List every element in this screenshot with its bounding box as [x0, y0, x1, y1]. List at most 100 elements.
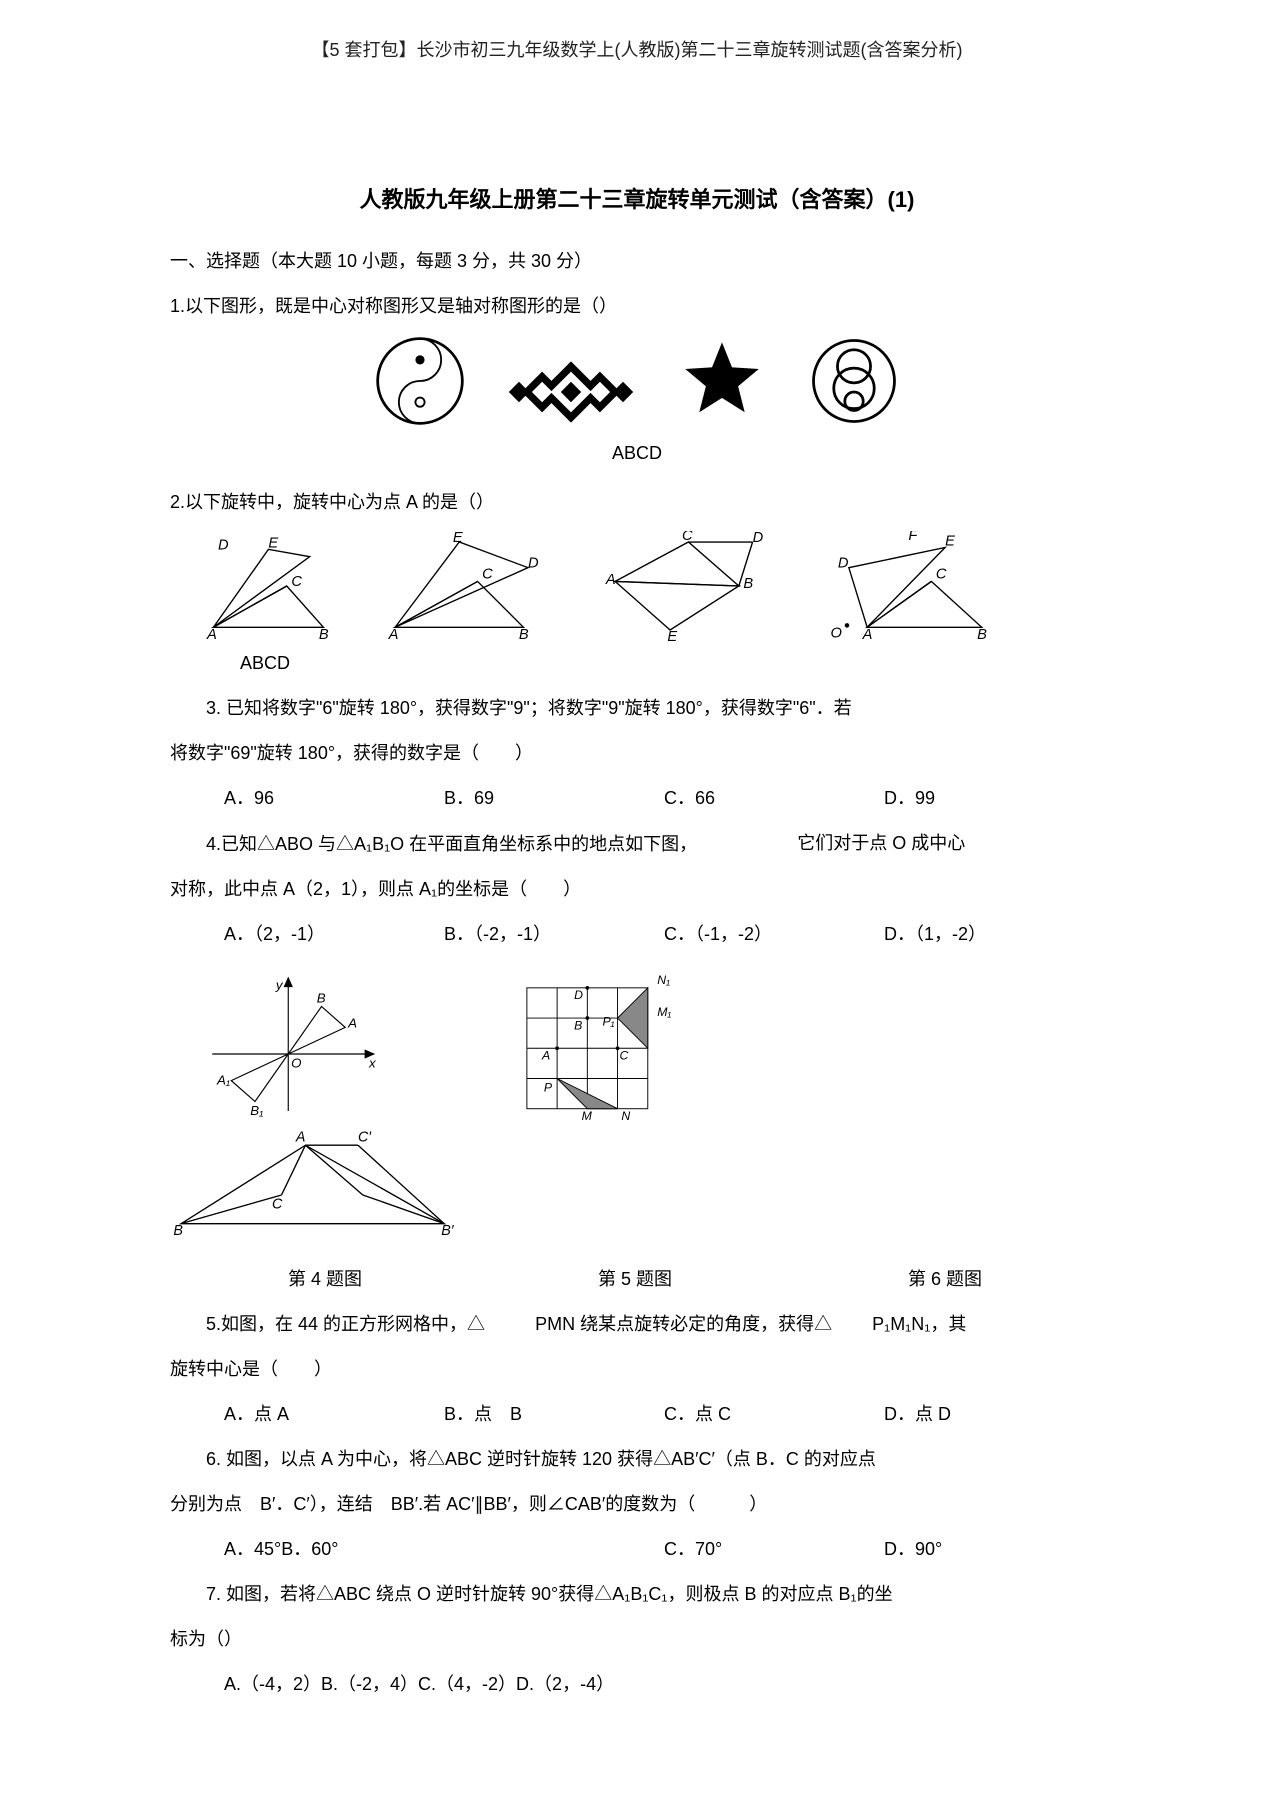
q4-options: A．（2，-1） B．（-2，-1） C．（-1，-2） D．（1，-2）	[224, 912, 1104, 957]
q456-captions: 第 4 题图 第 5 题图 第 6 题图	[170, 1257, 1104, 1302]
cap-q4: 第 4 题图	[170, 1257, 480, 1302]
q6-opt-d: D．90°	[884, 1527, 1104, 1572]
svg-text:C: C	[682, 531, 693, 544]
svg-text:C′: C′	[358, 1129, 372, 1145]
q3-opt-a: A．96	[224, 776, 444, 821]
svg-text:A: A	[541, 1048, 550, 1062]
svg-text:F: F	[908, 531, 918, 544]
q4-figure: y x O A B A₁ B₁	[198, 967, 388, 1122]
svg-text:D: D	[218, 537, 229, 553]
q1-abcd: ABCD	[170, 431, 1104, 476]
page-title: 人教版九年级上册第二十三章旋转单元测试（含答案）(1)	[170, 172, 1104, 227]
q6-opt-c: C．70°	[664, 1527, 884, 1572]
svg-text:A: A	[605, 572, 616, 588]
svg-text:B: B	[977, 627, 987, 641]
svg-text:B′: B′	[441, 1223, 455, 1238]
svg-text:B: B	[173, 1223, 183, 1238]
cap-q6: 第 6 题图	[790, 1257, 1100, 1302]
svg-text:D: D	[574, 988, 583, 1002]
svg-text:N₁: N₁	[657, 973, 670, 987]
q4-line1-left: 4.已知△ABO 与△A₁B₁O 在平面直角坐标系中的地点如下图，	[170, 822, 697, 867]
q3-opt-d: D．99	[884, 776, 1104, 821]
svg-text:x: x	[368, 1055, 377, 1070]
content-body: 人教版九年级上册第二十三章旋转单元测试（含答案）(1) 一、选择题（本大题 10…	[170, 172, 1104, 1707]
svg-text:A: A	[295, 1129, 306, 1145]
svg-text:C: C	[291, 574, 302, 590]
q3-opt-c: C．66	[664, 776, 884, 821]
svg-text:N: N	[621, 1109, 630, 1122]
q3-line2: 将数字"69"旋转 180°，获得的数字是（ ）	[170, 731, 1104, 776]
q4-opt-a: A．（2，-1）	[224, 912, 444, 957]
flower-icon	[676, 335, 768, 427]
svg-text:B: B	[574, 1018, 582, 1032]
svg-text:M: M	[582, 1109, 593, 1122]
q4-line2: 对称，此中点 A（2，1），则点 A₁的坐标是（ ）	[170, 867, 1104, 912]
svg-text:A: A	[206, 627, 217, 641]
q7-line1: 7. 如图，若将△ABC 绕点 O 逆时针旋转 90°获得△A₁B₁C₁，则极点…	[170, 1572, 1104, 1617]
q2-text: 2.以下旋转中，旋转中心为点 A 的是（）	[170, 480, 1104, 525]
q4-opt-c: C．（-1，-2）	[664, 912, 884, 957]
svg-text:B: B	[317, 990, 326, 1005]
section-a-heading: 一、选择题（本大题 10 小题，每题 3 分，共 30 分）	[170, 239, 1104, 284]
q1-text: 1.以下图形，既是中心对称图形又是轴对称图形的是（）	[170, 284, 1104, 329]
q5-line1-mid: PMN 绕某点旋转必定的角度，获得△	[535, 1314, 832, 1334]
page-header: 【5 套打包】长沙市初三九年级数学上(人教版)第二十三章旋转测试题(含答案分析)	[0, 0, 1274, 62]
q4-line1-right: 它们对于点 O 成中心	[797, 833, 965, 853]
q6-line1: 6. 如图，以点 A 为中心，将△ABC 逆时针旋转 120 获得△AB′C′（…	[170, 1437, 1104, 1482]
q2-fig-d: A B C D E F O	[818, 531, 1008, 641]
q1-figures	[170, 335, 1104, 427]
rings-icon	[808, 335, 900, 427]
q2-abcd: ABCD	[240, 641, 1104, 686]
q7-opts: A.（-4，2）B.（-2，4）C.（4，-2）D.（2，-4）	[170, 1662, 1104, 1707]
svg-text:D: D	[838, 556, 849, 572]
svg-text:P: P	[544, 1080, 553, 1094]
q5-opt-b: B．点 B	[444, 1392, 664, 1437]
q7-line2: 标为（）	[170, 1617, 1104, 1662]
q4-opt-b: B．（-2，-1）	[444, 912, 664, 957]
svg-text:B: B	[519, 627, 529, 641]
q5-line1: 5.如图，在 44 的正方形网格中，△ PMN 绕某点旋转必定的角度，获得△ P…	[170, 1302, 1104, 1347]
svg-text:O: O	[291, 1055, 301, 1070]
q456-figures-row1: y x O A B A₁ B₁	[198, 967, 1104, 1122]
q2-fig-b: A B C D E	[378, 531, 568, 641]
svg-text:A: A	[388, 627, 399, 641]
svg-text:E: E	[667, 629, 677, 641]
svg-text:M₁: M₁	[657, 1005, 671, 1019]
q6-figure: B A C C′ B′	[170, 1128, 460, 1238]
q5-opt-a: A．点 A	[224, 1392, 444, 1437]
svg-text:B: B	[319, 627, 329, 641]
q5-opt-c: C．点 C	[664, 1392, 884, 1437]
q5-opt-d: D．点 D	[884, 1392, 1104, 1437]
q6-opt-a: A．45°B．60°	[224, 1527, 444, 1572]
svg-text:C: C	[936, 567, 947, 583]
knot-icon	[506, 357, 636, 427]
q5-line1-right: P₁M₁N₁，其	[872, 1314, 966, 1334]
svg-text:C: C	[619, 1048, 628, 1062]
svg-text:E: E	[268, 536, 278, 552]
q3-options: A．96 B．69 C．66 D．99	[224, 776, 1104, 821]
svg-text:B: B	[743, 576, 753, 592]
q2-fig-c: A B C D E	[598, 531, 788, 641]
q6-options: A．45°B．60° C．70° D．90°	[224, 1527, 1104, 1572]
svg-text:O: O	[831, 625, 842, 641]
cap-q5: 第 5 题图	[480, 1257, 790, 1302]
svg-text:A: A	[347, 1015, 357, 1030]
svg-text:A₁: A₁	[216, 1072, 230, 1087]
svg-text:y: y	[275, 977, 284, 992]
svg-text:C: C	[272, 1196, 283, 1212]
svg-text:B₁: B₁	[250, 1103, 263, 1118]
q6-figure-wrap: B A C C′ B′	[170, 1128, 1104, 1255]
q6-opt-b	[444, 1527, 664, 1572]
svg-text:E: E	[945, 534, 955, 550]
q2-figures: A B C D E A B C D E	[198, 531, 1104, 641]
yinyang-icon	[374, 335, 466, 427]
q5-line2: 旋转中心是（ ）	[170, 1347, 1104, 1392]
svg-text:P₁: P₁	[602, 1014, 614, 1028]
q4-opt-d: D．（1，-2）	[884, 912, 1104, 957]
svg-text:C: C	[482, 567, 493, 583]
svg-text:D: D	[528, 556, 539, 572]
q4-line1: 4.已知△ABO 与△A₁B₁O 在平面直角坐标系中的地点如下图， 它们对于点 …	[170, 821, 1104, 867]
q5-line1-left: 5.如图，在 44 的正方形网格中，△	[170, 1302, 485, 1347]
q6-line2: 分别为点 B′．C′），连结 BB′.若 AC′∥BB′，则∠CAB′的度数为（…	[170, 1482, 1104, 1527]
svg-text:D: D	[753, 531, 764, 546]
